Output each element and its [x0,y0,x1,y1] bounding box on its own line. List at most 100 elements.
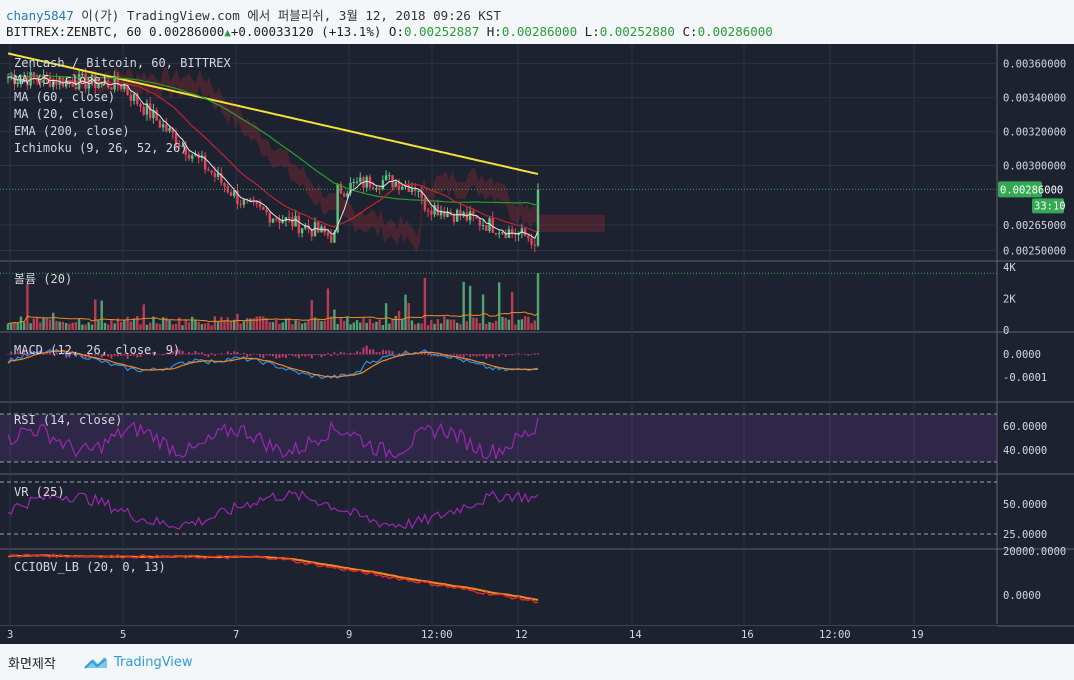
candle-body [494,232,498,235]
ema-200-line [7,52,539,175]
volume-bar [320,321,323,330]
vr-tick-label: 25.0000 [1003,529,1047,541]
candle-body [342,193,346,197]
volume-bar [304,322,307,330]
macd-histogram-bar [514,353,517,355]
volume-bar [378,319,381,330]
candle-body [145,103,149,115]
volume-bar [417,323,420,330]
candle-body [81,73,84,75]
volume-bar [323,320,326,330]
candle-body [436,205,440,216]
macd-histogram-bar [65,354,68,358]
countdown-label: 33:10 [1034,200,1066,212]
tradingview-logo[interactable]: TradingView [84,652,214,672]
candle-body [501,232,504,234]
publish-line: chany5847 이(가) TradingView.com 에서 퍼블리쉬, … [6,5,501,24]
chart-area[interactable]: 0.00360000 0.00340000 0.00320000 0.00300000… [0,44,1074,644]
candle-body [223,182,226,187]
macd-histogram-bar [194,351,197,355]
volume-bar [268,322,271,330]
volume-bar [126,316,129,330]
volume-bar [355,320,359,330]
candle-body [536,189,540,246]
last-price-label: 0.00286000 [1000,184,1063,196]
volume-bar [359,322,362,330]
volume-bar [171,324,175,330]
volume-bar [129,321,133,330]
candle-body [39,80,42,83]
volume-bar [252,318,255,330]
volume-bar [58,321,61,330]
macd-histogram-bar [527,354,530,356]
candle-body [110,87,113,90]
macd-histogram-bar [494,354,497,355]
volume-bar [478,323,482,330]
candle-body [365,176,368,188]
macd-histogram-bar [452,353,455,355]
candle-body [171,127,175,133]
volume-bar [106,324,110,330]
volume-bar [136,316,139,330]
volume-bar [388,323,391,330]
volume-bar [317,319,320,330]
volume-bar [181,325,184,330]
volume-tick-label: 4K [1003,262,1016,274]
candle-body [203,155,207,170]
volume-bar [119,321,123,330]
candle-body [268,212,271,223]
macd-histogram-bar [191,353,194,355]
candle-body [6,77,10,79]
volume-bar [371,323,375,330]
candle-body [313,222,317,237]
candle-body [339,183,343,194]
macd-histogram-bar [469,354,472,358]
volume-bar [485,323,488,330]
symbol-line: BITTREX:ZENBTC, 60 0.00286000▲+0.0003312… [6,24,773,39]
price-tick-label: 0.00250000 [1003,246,1066,258]
volume-bar [16,322,19,330]
rsi-title: RSI (14, close) [14,413,122,427]
volume-bar [158,324,162,330]
candle-body [423,198,427,211]
time-axis-background [0,626,997,644]
volume-bar [533,320,536,330]
macd-histogram-bar [16,351,19,355]
macd-histogram-bar [272,354,274,357]
macd-histogram-bar [268,354,271,356]
macd-histogram-bar [307,354,310,356]
candle-body [294,215,297,227]
macd-histogram-bar [49,351,52,355]
macd-histogram-bar [459,354,462,357]
author-link[interactable]: chany5847 [6,8,74,23]
volume-bar [226,317,229,330]
candle-body [213,172,217,177]
macd-histogram-bar [94,354,97,356]
candle-body [401,186,404,190]
macd-histogram-bar [333,352,336,355]
volume-bar [449,319,452,330]
volume-bar [187,322,191,330]
price-legend-item: Ichimoku (9, 26, 52, 26) [14,141,187,155]
ichimoku-cloud [72,65,605,253]
rsi-tick-label: 40.0000 [1003,445,1047,457]
symbol-text: BITTREX:ZENBTC, 60 0.00286000 [6,24,225,39]
candle-body [271,218,275,223]
volume-bar [178,317,181,330]
time-tick-label: 12 [515,629,528,641]
macd-histogram-bar [220,353,223,355]
candle-body [184,145,187,155]
volume-bar [42,318,45,330]
price-legend-item: EMA (200, close) [14,124,130,138]
candle-body [407,183,410,192]
candle-body [181,145,184,147]
time-tick-label: 19 [911,629,924,641]
macd-histogram-bar [255,353,258,355]
cloud-icon [84,657,107,669]
candle-body [136,93,139,104]
macd-histogram-bar [103,354,106,356]
volume-bar [84,324,87,330]
chart-svg[interactable]: 0.00360000 0.00340000 0.00320000 0.00300000… [0,44,1074,644]
volume-bar [468,285,472,330]
price-tick-label: 0.00340000 [1003,93,1066,105]
